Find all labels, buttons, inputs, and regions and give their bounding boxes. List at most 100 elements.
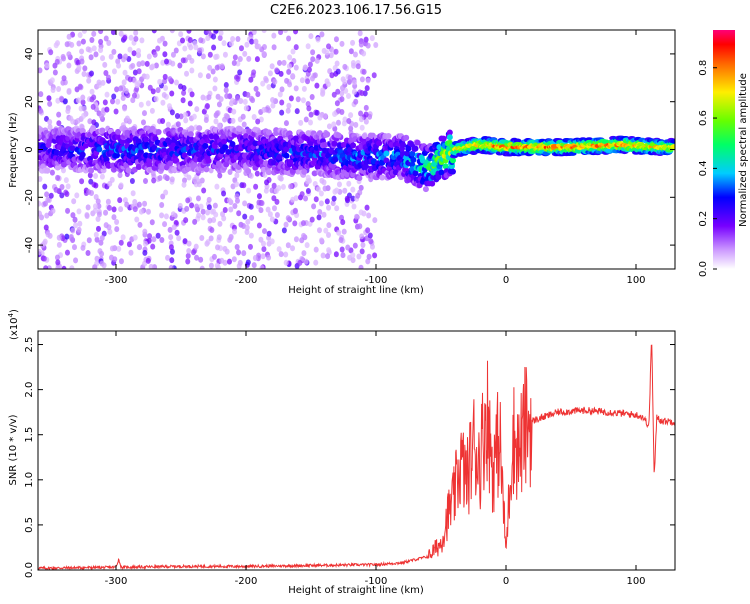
heatmap-cell (293, 236, 299, 243)
heatmap-cell (56, 86, 62, 93)
heatmap-cell (249, 38, 255, 45)
heatmap-cell (360, 241, 366, 248)
heatmap-cell (215, 160, 222, 167)
heatmap-cell (221, 138, 228, 145)
heatmap-cell (219, 63, 225, 70)
heatmap-cell (254, 170, 260, 177)
heatmap-cell (326, 43, 332, 50)
heatmap-cell (79, 151, 86, 158)
heatmap-cell (216, 101, 222, 108)
heatmap-cell (260, 80, 266, 87)
heatmap-cell (38, 91, 44, 98)
heatmap-cell (202, 142, 209, 149)
heatmap-cell (188, 44, 194, 51)
heatmap-cell (286, 102, 292, 109)
heatmap-cell (168, 234, 174, 241)
heatmap-cell (46, 95, 52, 102)
heatmap-cell (218, 30, 224, 36)
heatmap-cell (44, 167, 51, 174)
heatmap-cell (126, 241, 132, 248)
heatmap-cell (151, 30, 157, 34)
heatmap-cell (150, 63, 156, 70)
heatmap-cell (43, 224, 49, 231)
heatmap-cell (214, 110, 220, 117)
heatmap-cell (207, 64, 213, 71)
heatmap-cell (199, 177, 205, 184)
y-tick-label: -40 (24, 237, 35, 253)
heatmap-cell (230, 35, 236, 42)
heatmap-cell (60, 53, 66, 60)
heatmap-cell (232, 54, 238, 61)
heatmap-cell (185, 252, 191, 259)
heatmap-cell (373, 42, 379, 49)
heatmap-cell (193, 44, 199, 51)
heatmap-cell (350, 39, 356, 46)
heatmap-cell (85, 249, 91, 256)
heatmap-cell (234, 193, 240, 200)
heatmap-cell (278, 30, 284, 36)
heatmap-cell (212, 76, 218, 83)
heatmap-cell (332, 110, 338, 117)
heatmap-cell (151, 236, 157, 243)
heatmap-cell (335, 88, 341, 95)
y-tick-label: 2.5 (24, 337, 35, 353)
snr-x-axis-label: Height of straight line (km) (288, 585, 424, 596)
heatmap-cell (224, 248, 230, 255)
heatmap-cell (131, 92, 137, 99)
heatmap-cell (237, 55, 243, 62)
heatmap-cell (285, 242, 291, 249)
heatmap-cell (153, 96, 159, 103)
heatmap-cell (409, 150, 416, 157)
heatmap-cell (130, 62, 136, 69)
heatmap-cell (127, 76, 133, 83)
heatmap-cell (266, 254, 272, 261)
heatmap-cell (116, 245, 122, 252)
heatmap-cell (136, 244, 142, 251)
heatmap-cell (207, 51, 213, 58)
heatmap-cell (270, 96, 276, 103)
heatmap-cell (58, 95, 64, 102)
heatmap-cell (61, 75, 67, 82)
heatmap-cell (221, 215, 227, 222)
heatmap-cell (122, 35, 128, 42)
heatmap-cell (216, 234, 222, 241)
snr-y-ticks: 0.0 0.5 1.0 1.5 2.0 2.5 (24, 337, 675, 578)
heatmap-cell (324, 198, 330, 205)
heatmap-cell (367, 232, 373, 239)
heatmap-cell (334, 100, 340, 107)
heatmap-cell (64, 233, 70, 240)
heatmap-cell (219, 257, 225, 264)
y-tick-label: 40 (24, 48, 35, 61)
heatmap-cell (81, 105, 87, 112)
heatmap-cell (127, 46, 133, 53)
heatmap-cell (140, 60, 146, 67)
heatmap-cell (69, 41, 75, 48)
heatmap-cell (41, 240, 47, 247)
heatmap-cell (271, 182, 277, 189)
heatmap-cell (265, 129, 272, 136)
heatmap-cell (120, 234, 126, 241)
heatmap-cell (305, 78, 311, 85)
heatmap-cell (287, 158, 294, 165)
heatmap-cell (76, 226, 82, 233)
heatmap-cell (310, 49, 316, 56)
heatmap-cell (106, 204, 112, 211)
heatmap-cell (236, 210, 242, 217)
heatmap-cell (71, 198, 77, 205)
heatmap-cell (160, 117, 166, 124)
heatmap-cell (358, 116, 364, 123)
heatmap-cell (56, 111, 62, 118)
heatmap-cell (98, 113, 104, 120)
heatmap-cell (88, 70, 94, 77)
heatmap-cell (103, 35, 109, 42)
heatmap-cell (235, 60, 241, 67)
heatmap-cell (357, 223, 363, 230)
heatmap-cell (245, 259, 251, 266)
heatmap-cell (364, 85, 370, 92)
heatmap-cell (363, 111, 369, 118)
heatmap-cell (222, 116, 228, 123)
heatmap-cell (285, 215, 291, 222)
heatmap-cell (96, 146, 103, 153)
heatmap-cell (107, 228, 113, 235)
y-tick-label: 1.5 (24, 427, 35, 443)
